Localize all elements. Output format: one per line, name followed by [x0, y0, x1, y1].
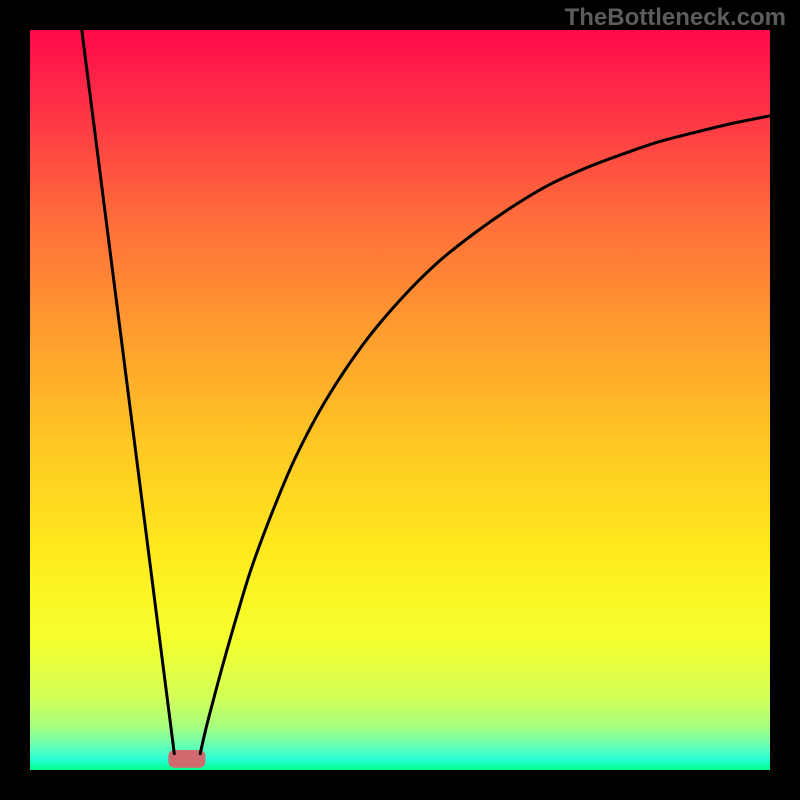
- chart-container: TheBottleneck.com: [0, 0, 800, 800]
- chart-plot: [30, 30, 770, 770]
- watermark-text: TheBottleneck.com: [565, 4, 786, 32]
